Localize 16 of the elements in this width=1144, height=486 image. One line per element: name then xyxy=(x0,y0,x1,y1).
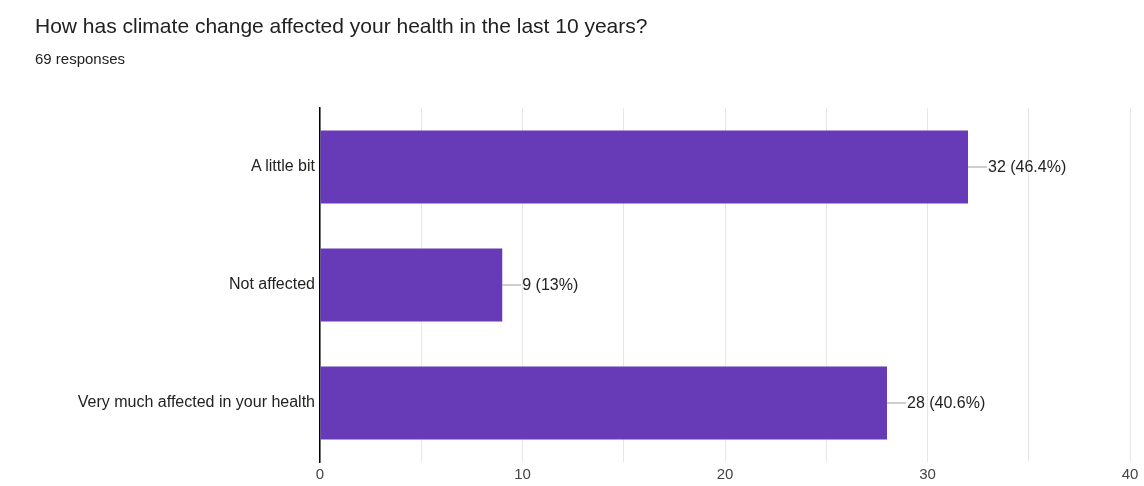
text: 69 responses xyxy=(35,50,126,67)
data-label: 32 (46.4%) xyxy=(988,158,1067,176)
bar xyxy=(320,248,503,322)
bar xyxy=(320,366,887,440)
y-tick-label: A little bit xyxy=(250,157,316,175)
data-label: 28 (40.6%) xyxy=(907,394,986,412)
x-tick-label: 40 xyxy=(1121,465,1139,483)
bar xyxy=(320,130,968,204)
x-tick-label: 10 xyxy=(514,465,531,483)
y-tick-label: Not affected xyxy=(229,275,315,293)
y-tick-label: Very much affected in your health xyxy=(77,393,315,411)
x-tick-label: 0 xyxy=(315,465,325,483)
chart-title: How has climate change affected your health in the last 10 years? xyxy=(35,14,648,38)
x-tick-label: 30 xyxy=(919,465,936,483)
data-label: 9 (13%) xyxy=(522,276,579,294)
x-tick-label: 20 xyxy=(716,465,734,483)
